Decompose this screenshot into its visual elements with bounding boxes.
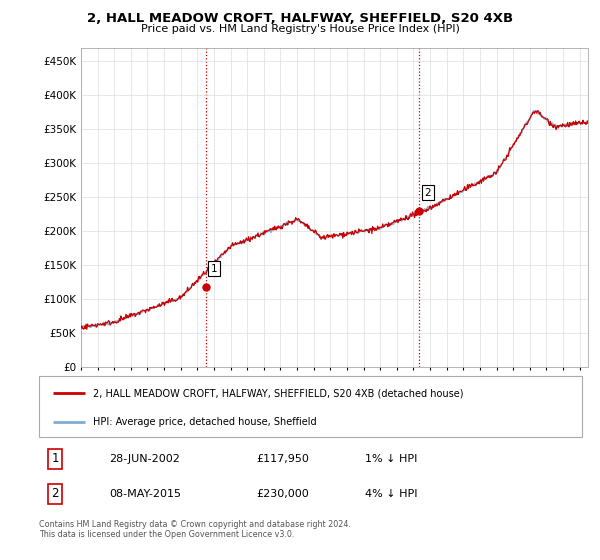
Text: 1: 1 (211, 264, 217, 274)
Text: 4% ↓ HPI: 4% ↓ HPI (365, 489, 418, 499)
Text: 2: 2 (52, 487, 59, 501)
Text: 28-JUN-2002: 28-JUN-2002 (110, 454, 181, 464)
FancyBboxPatch shape (39, 376, 582, 437)
Text: £230,000: £230,000 (256, 489, 309, 499)
Text: Contains HM Land Registry data © Crown copyright and database right 2024.
This d: Contains HM Land Registry data © Crown c… (39, 520, 351, 539)
Text: 2, HALL MEADOW CROFT, HALFWAY, SHEFFIELD, S20 4XB: 2, HALL MEADOW CROFT, HALFWAY, SHEFFIELD… (87, 12, 513, 25)
Text: 2, HALL MEADOW CROFT, HALFWAY, SHEFFIELD, S20 4XB (detached house): 2, HALL MEADOW CROFT, HALFWAY, SHEFFIELD… (94, 388, 464, 398)
Text: 2: 2 (424, 188, 431, 198)
Text: Price paid vs. HM Land Registry's House Price Index (HPI): Price paid vs. HM Land Registry's House … (140, 24, 460, 34)
Text: £117,950: £117,950 (256, 454, 309, 464)
Text: 1: 1 (52, 452, 59, 465)
Text: 1% ↓ HPI: 1% ↓ HPI (365, 454, 417, 464)
Text: 08-MAY-2015: 08-MAY-2015 (110, 489, 182, 499)
Text: HPI: Average price, detached house, Sheffield: HPI: Average price, detached house, Shef… (94, 417, 317, 427)
